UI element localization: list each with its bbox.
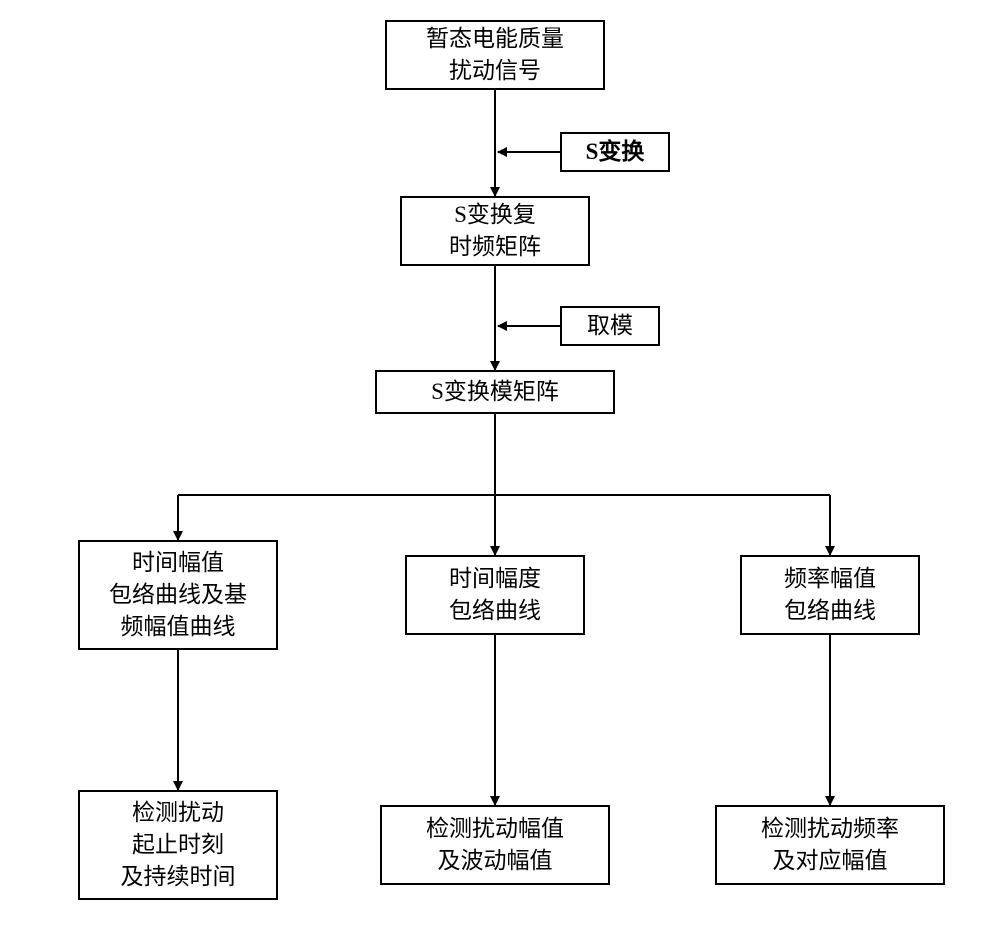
node-complex-matrix: S变换复时频矩阵 <box>400 196 590 266</box>
op-s-transform: S变换 <box>560 132 670 172</box>
node-mod-matrix: S变换模矩阵 <box>375 370 615 414</box>
result-time: 检测扰动起止时刻及持续时间 <box>78 790 278 900</box>
branch-freq-amp: 频率幅值包络曲线 <box>740 555 920 635</box>
branch-time-env: 时间幅值包络曲线及基频幅值曲线 <box>78 540 278 650</box>
result-frequency: 检测扰动频率及对应幅值 <box>715 805 945 885</box>
result-amplitude: 检测扰动幅值及波动幅值 <box>380 805 610 885</box>
node-signal: 暂态电能质量扰动信号 <box>385 20 605 90</box>
branch-time-amp: 时间幅度包络曲线 <box>405 555 585 635</box>
op-modulus: 取模 <box>560 306 660 346</box>
